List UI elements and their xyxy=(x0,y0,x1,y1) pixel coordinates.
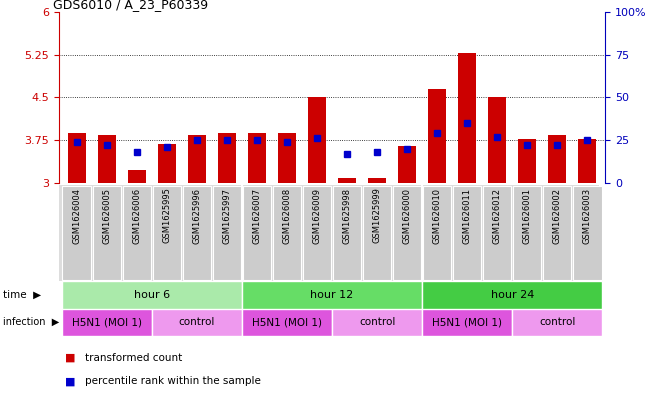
FancyBboxPatch shape xyxy=(393,185,421,280)
Bar xyxy=(518,139,536,183)
FancyBboxPatch shape xyxy=(303,185,331,280)
FancyBboxPatch shape xyxy=(423,185,451,280)
Text: hour 24: hour 24 xyxy=(491,290,534,300)
Text: GSM1626009: GSM1626009 xyxy=(312,187,322,244)
Bar xyxy=(68,133,86,183)
Text: GSM1626004: GSM1626004 xyxy=(72,187,81,244)
Text: time  ▶: time ▶ xyxy=(3,290,42,300)
FancyBboxPatch shape xyxy=(242,281,422,309)
FancyBboxPatch shape xyxy=(513,185,542,280)
Text: H5N1 (MOI 1): H5N1 (MOI 1) xyxy=(252,317,322,327)
Text: control: control xyxy=(539,317,575,327)
Text: GDS6010 / A_23_P60339: GDS6010 / A_23_P60339 xyxy=(53,0,208,11)
Bar xyxy=(308,97,326,183)
Bar xyxy=(98,136,116,183)
Text: hour 6: hour 6 xyxy=(133,290,170,300)
Text: H5N1 (MOI 1): H5N1 (MOI 1) xyxy=(72,317,142,327)
Bar xyxy=(398,146,416,183)
Text: GSM1625997: GSM1625997 xyxy=(223,187,231,244)
FancyBboxPatch shape xyxy=(332,309,422,336)
Bar xyxy=(218,133,236,183)
Bar xyxy=(128,170,146,183)
FancyBboxPatch shape xyxy=(213,185,241,280)
FancyBboxPatch shape xyxy=(453,185,481,280)
FancyBboxPatch shape xyxy=(62,185,90,280)
FancyBboxPatch shape xyxy=(92,185,121,280)
FancyBboxPatch shape xyxy=(422,309,512,336)
Text: GSM1626001: GSM1626001 xyxy=(523,187,532,244)
Text: GSM1626005: GSM1626005 xyxy=(102,187,111,244)
FancyBboxPatch shape xyxy=(183,185,211,280)
Text: H5N1 (MOI 1): H5N1 (MOI 1) xyxy=(432,317,502,327)
Text: percentile rank within the sample: percentile rank within the sample xyxy=(85,376,260,386)
Text: GSM1625996: GSM1625996 xyxy=(192,187,201,244)
Text: GSM1625998: GSM1625998 xyxy=(342,187,352,244)
FancyBboxPatch shape xyxy=(422,281,602,309)
Text: control: control xyxy=(178,317,215,327)
FancyBboxPatch shape xyxy=(333,185,361,280)
Text: GSM1626007: GSM1626007 xyxy=(253,187,262,244)
Text: ■: ■ xyxy=(65,353,76,363)
FancyBboxPatch shape xyxy=(273,185,301,280)
FancyBboxPatch shape xyxy=(363,185,391,280)
FancyBboxPatch shape xyxy=(243,185,271,280)
Bar xyxy=(278,133,296,183)
Bar xyxy=(428,89,446,183)
FancyBboxPatch shape xyxy=(122,185,151,280)
Bar xyxy=(248,132,266,183)
Text: infection  ▶: infection ▶ xyxy=(3,317,59,327)
Text: transformed count: transformed count xyxy=(85,353,182,363)
FancyBboxPatch shape xyxy=(512,309,602,336)
Text: GSM1625999: GSM1625999 xyxy=(372,187,381,244)
Text: control: control xyxy=(359,317,395,327)
Text: GSM1626000: GSM1626000 xyxy=(402,187,411,244)
Text: GSM1626010: GSM1626010 xyxy=(433,187,441,244)
Bar xyxy=(368,178,386,183)
Bar xyxy=(187,136,206,183)
Text: GSM1626006: GSM1626006 xyxy=(132,187,141,244)
FancyBboxPatch shape xyxy=(62,281,242,309)
Text: GSM1625995: GSM1625995 xyxy=(162,187,171,244)
Text: GSM1626012: GSM1626012 xyxy=(493,187,502,244)
FancyBboxPatch shape xyxy=(152,309,242,336)
Bar xyxy=(458,53,477,183)
FancyBboxPatch shape xyxy=(152,185,181,280)
Text: GSM1626003: GSM1626003 xyxy=(583,187,592,244)
Bar xyxy=(158,144,176,183)
FancyBboxPatch shape xyxy=(543,185,572,280)
FancyBboxPatch shape xyxy=(574,185,602,280)
FancyBboxPatch shape xyxy=(62,309,152,336)
Bar xyxy=(488,97,506,183)
Bar xyxy=(548,136,566,183)
Text: GSM1626002: GSM1626002 xyxy=(553,187,562,244)
FancyBboxPatch shape xyxy=(242,309,332,336)
Text: ■: ■ xyxy=(65,376,76,386)
Bar xyxy=(578,139,596,183)
Text: hour 12: hour 12 xyxy=(311,290,353,300)
FancyBboxPatch shape xyxy=(483,185,512,280)
Text: GSM1626011: GSM1626011 xyxy=(463,187,472,244)
Bar xyxy=(338,178,356,183)
Text: GSM1626008: GSM1626008 xyxy=(283,187,292,244)
